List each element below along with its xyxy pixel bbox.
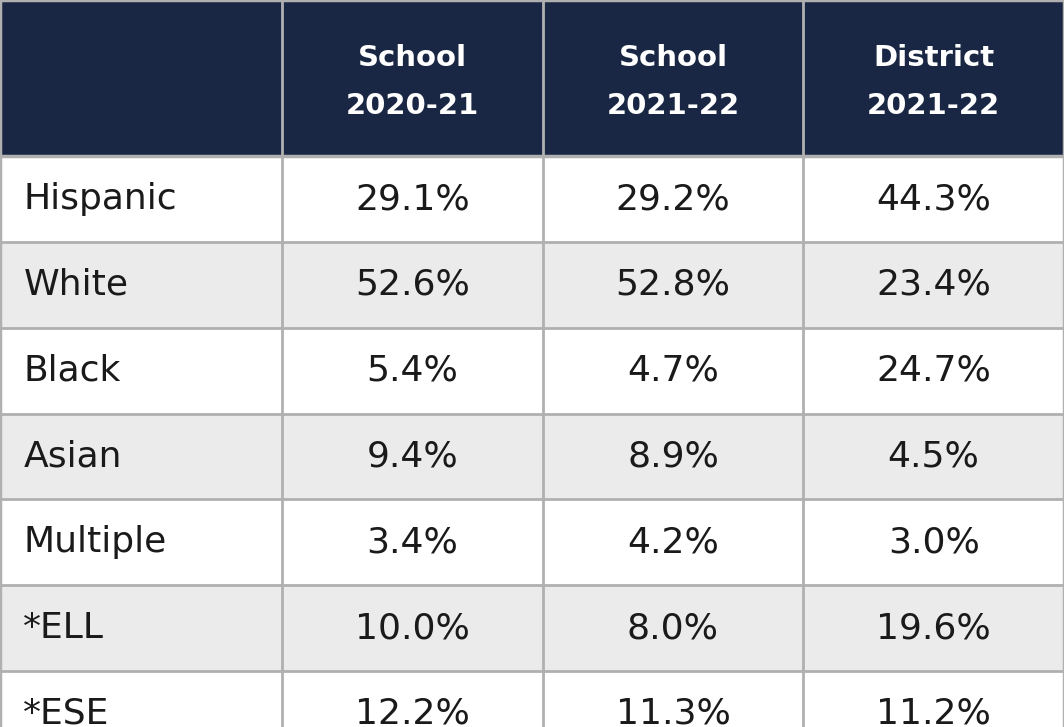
Bar [0,585,282,671]
Bar [282,156,543,242]
Bar [0,671,282,727]
Text: *ELL: *ELL [23,611,104,645]
Bar [282,414,543,499]
Bar [282,499,543,585]
Text: 52.6%: 52.6% [355,268,469,302]
Bar [543,585,803,671]
Bar [803,585,1064,671]
Bar [282,0,543,156]
Text: 2021-22: 2021-22 [606,92,739,120]
Text: 9.4%: 9.4% [366,440,459,473]
Text: 3.0%: 3.0% [887,526,980,559]
Bar [543,328,803,414]
Text: 29.1%: 29.1% [355,182,469,216]
Text: Hispanic: Hispanic [23,182,177,216]
Text: 24.7%: 24.7% [877,354,991,387]
Text: Multiple: Multiple [23,526,167,559]
Text: 19.6%: 19.6% [877,611,991,645]
Text: School: School [618,44,728,72]
Text: 44.3%: 44.3% [877,182,991,216]
Bar [543,242,803,328]
Bar [543,414,803,499]
Text: 29.2%: 29.2% [616,182,730,216]
Text: Asian: Asian [23,440,122,473]
Bar [803,156,1064,242]
Text: 23.4%: 23.4% [877,268,991,302]
Bar [0,414,282,499]
Bar [803,0,1064,156]
Text: 12.2%: 12.2% [355,697,469,727]
Text: 11.2%: 11.2% [877,697,991,727]
Bar [0,328,282,414]
Bar [282,585,543,671]
Bar [543,0,803,156]
Text: School: School [358,44,467,72]
Text: Black: Black [23,354,121,387]
Text: 5.4%: 5.4% [366,354,459,387]
Text: White: White [23,268,129,302]
Text: 2021-22: 2021-22 [867,92,1000,120]
Text: 8.9%: 8.9% [627,440,719,473]
Text: 2020-21: 2020-21 [346,92,479,120]
Bar [282,328,543,414]
Text: 4.7%: 4.7% [627,354,719,387]
Bar [282,242,543,328]
Bar [803,414,1064,499]
Text: 8.0%: 8.0% [627,611,719,645]
Text: 3.4%: 3.4% [366,526,459,559]
Text: 10.0%: 10.0% [355,611,469,645]
Bar [543,499,803,585]
Text: 4.2%: 4.2% [627,526,719,559]
Bar [803,499,1064,585]
Bar [0,0,282,156]
Bar [803,328,1064,414]
Text: District: District [874,44,994,72]
Bar [282,671,543,727]
Bar [543,671,803,727]
Bar [0,156,282,242]
Bar [0,499,282,585]
Text: 4.5%: 4.5% [887,440,980,473]
Bar [803,242,1064,328]
Bar [803,671,1064,727]
Text: 52.8%: 52.8% [615,268,731,302]
Text: *ESE: *ESE [23,697,110,727]
Bar [0,242,282,328]
Text: 11.3%: 11.3% [616,697,730,727]
Bar [543,156,803,242]
